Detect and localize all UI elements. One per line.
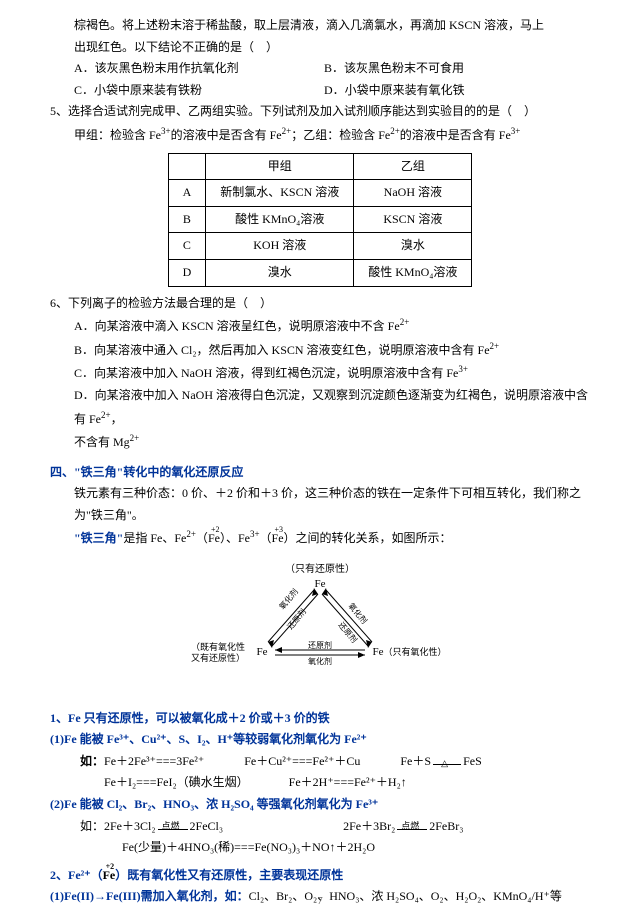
option-b: B．该灰黑色粉末不可食用 bbox=[324, 58, 464, 80]
q6-c: C．向某溶液中加入 NaOH 溶液，得到红褐色沉淀，说明原溶液中含有 Fe3+ bbox=[74, 361, 590, 385]
heading-4: 四、"铁三角"转化中的氧化还原反应 bbox=[50, 462, 590, 484]
svg-text:氧化剂: 氧化剂 bbox=[277, 587, 300, 612]
text: 棕褐色。将上述粉末溶于稀盐酸，取上层清液，滴入几滴氯水，再滴加 KSCN 溶液，… bbox=[74, 18, 544, 32]
equations-2: 如：2Fe＋3Cl₂点燃2FeCl₃ 2Fe＋3Br₂点燃2FeBr₃ bbox=[80, 816, 590, 838]
q6-d: D．向某溶液中加入 NaOH 溶液得白色沉淀，又观察到沉淀颜色逐渐变为红褐色，说… bbox=[74, 385, 590, 430]
svg-text:Fe: Fe bbox=[315, 578, 326, 590]
q6-b: B．向某溶液中通入 Cl₂，然后再加入 KSCN 溶液变红色，说明原溶液中含有 … bbox=[74, 338, 590, 362]
h4-p1: 铁元素有三种价态：0 价、＋2 价和＋3 价，这三种价态的铁在一定条件下可相互转… bbox=[74, 483, 590, 526]
svg-text:（只有氧化性）: （只有氧化性） bbox=[383, 646, 446, 657]
svg-text:Fe: Fe bbox=[373, 646, 384, 658]
svg-text:Fe: Fe bbox=[257, 646, 268, 658]
svg-text:氧化剂: 氧化剂 bbox=[346, 601, 369, 626]
equations-1: 如： Fe＋2Fe³⁺===3Fe²⁺ Fe＋Cu²⁺===Fe²⁺＋Cu Fe… bbox=[80, 751, 590, 773]
iron-triangle-diagram: （只有还原性） Fe Fe Fe 氧化剂 还原剂 氧化剂 还原剂 还原剂 氧化剂… bbox=[50, 560, 590, 688]
q6-d2: 不含有 Mg2+ bbox=[74, 430, 590, 454]
option-d: D．小袋中原来装有氧化铁 bbox=[324, 80, 465, 102]
text: 出现红色。以下结论不正确的是（ ） bbox=[74, 40, 278, 54]
equations-1b: Fe＋I₂===FeI₂（碘水生烟） Fe＋2H⁺===Fe²⁺＋H₂↑ bbox=[104, 772, 590, 794]
q5-line2: 甲组：检验含 Fe3+的溶液中是否含有 Fe2+；乙组：检验含 Fe2+的溶液中… bbox=[74, 123, 590, 147]
svg-text:还原剂: 还原剂 bbox=[308, 640, 332, 650]
reagent-table: 甲组乙组 A新制氯水、KSCN 溶液NaOH 溶液 B酸性 KMnO₄溶液KSC… bbox=[168, 153, 473, 287]
sub-1-2: (2)Fe 能被 Cl₂、Br₂、HNO₃、浓 H₂SO₄ 等强氧化剂氧化为 F… bbox=[50, 794, 590, 816]
equations-2b: Fe(少量)＋4HNO₃(稀)===Fe(NO₃)₃＋NO↑＋2H₂O bbox=[122, 837, 590, 859]
svg-text:又有还原性）: 又有还原性） bbox=[191, 652, 245, 663]
sub-1-1: (1)Fe 能被 Fe³⁺、Cu²⁺、S、I₂、H⁺等较弱氧化剂氧化为 Fe²⁺ bbox=[50, 729, 590, 751]
svg-text:（只有还原性）: （只有还原性） bbox=[285, 562, 355, 575]
svg-text:氧化剂: 氧化剂 bbox=[308, 656, 332, 666]
sub-1: 1、Fe 只有还原性，可以被氧化成＋2 价或＋3 价的铁 bbox=[50, 708, 590, 730]
q5-line1: 5、选择合适试剂完成甲、乙两组实验。下列试剂及加入试剂顺序能达到实验目的的是（ … bbox=[50, 101, 590, 123]
page-number: 7 bbox=[0, 892, 640, 912]
svg-text:（既有氧化性: （既有氧化性 bbox=[191, 641, 245, 652]
q6-a: A．向某溶液中滴入 KSCN 溶液呈红色，说明原溶液中不含 Fe2+ bbox=[74, 314, 590, 338]
h4-p2: "铁三角"是指 Fe、Fe2+（Fe+2）、Fe3+（Fe+3）之间的转化关系，… bbox=[74, 526, 590, 550]
q6: 6、下列离子的检验方法最合理的是（ ） bbox=[50, 293, 590, 315]
sub-2: 2、Fe²⁺（Fe+2）既有氧化性又有还原性，主要表现还原性 bbox=[50, 865, 590, 887]
option-c: C．小袋中原来装有铁粉 bbox=[74, 80, 324, 102]
option-a: A．该灰黑色粉末用作抗氧化剂 bbox=[74, 58, 324, 80]
